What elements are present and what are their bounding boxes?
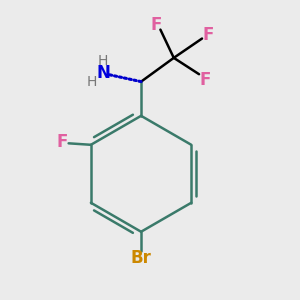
Text: F: F: [56, 133, 68, 151]
Text: F: F: [203, 26, 214, 44]
Text: H: H: [86, 75, 97, 88]
Text: F: F: [150, 16, 162, 34]
Text: H: H: [97, 54, 108, 68]
Text: F: F: [200, 70, 211, 88]
Text: Br: Br: [130, 249, 152, 267]
Text: N: N: [97, 64, 111, 82]
